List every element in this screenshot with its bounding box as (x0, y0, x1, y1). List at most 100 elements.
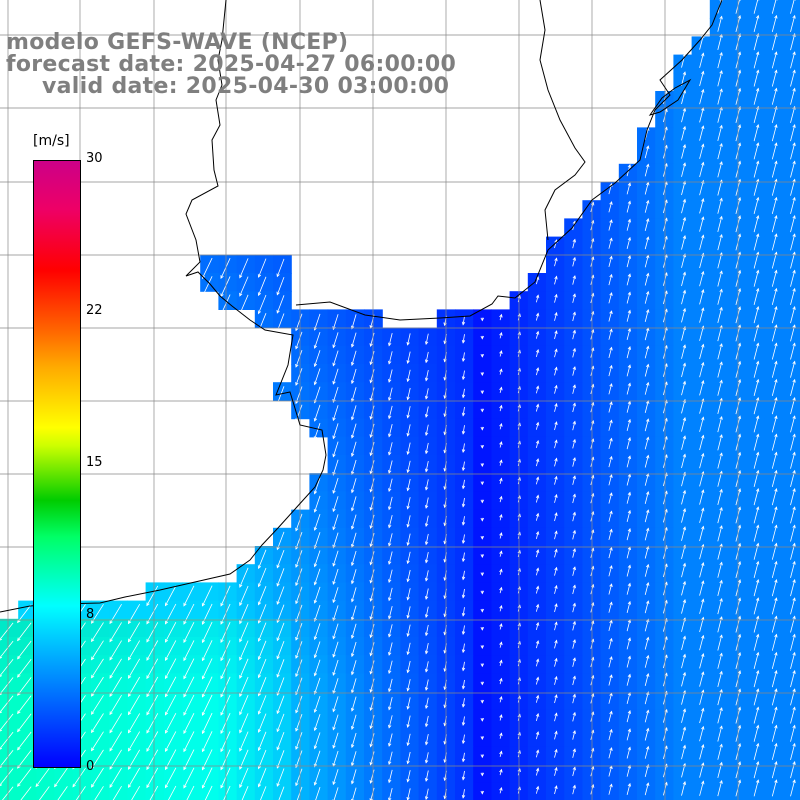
wind-arrow (644, 582, 649, 596)
wind-arrow-head (664, 490, 668, 495)
wind-arrow-head (313, 581, 318, 586)
wind-arrow-head (461, 540, 466, 544)
wind-arrow (425, 679, 429, 691)
wind-arrow (17, 695, 32, 714)
wind-cell (109, 764, 128, 784)
wind-arrow (626, 346, 631, 359)
wind-arrow (699, 562, 704, 578)
wind-arrow-head (645, 363, 650, 368)
wind-arrow (790, 707, 796, 724)
wind-arrow (536, 513, 539, 521)
wind-arrow-head (220, 693, 224, 698)
wind-arrow-head (406, 687, 410, 692)
wind-arrow-head (480, 408, 485, 413)
wind-cell (91, 655, 110, 674)
wind-arrow (572, 548, 576, 558)
wind-arrow-head (627, 255, 631, 259)
wind-arrow (771, 270, 777, 287)
wind-arrow (771, 233, 777, 251)
wind-arrow (790, 0, 795, 14)
wind-arrow-head (351, 362, 355, 366)
wind-arrow-head (388, 360, 392, 365)
wind-arrow-head (351, 562, 355, 567)
wind-arrow-head (682, 198, 687, 203)
wind-arrow (278, 786, 285, 800)
wind-arrow (407, 515, 411, 527)
wind-arrow-head (792, 742, 796, 747)
wind-arrow-head (572, 639, 576, 643)
wind-arrow (425, 515, 429, 527)
wind-arrow (91, 622, 104, 642)
wind-arrow-head (406, 669, 410, 674)
wind-arrow (644, 455, 649, 468)
wind-arrow (753, 470, 759, 488)
wind-cell (309, 400, 329, 420)
wind-arrow (681, 217, 686, 232)
wind-cell (145, 673, 165, 693)
wind-arrow-head (701, 216, 705, 221)
wind-arrow-head (313, 490, 318, 495)
wind-arrow-head (313, 363, 318, 368)
wind-arrow (608, 638, 612, 650)
wind-arrow (644, 691, 649, 705)
wind-arrow-head (535, 348, 540, 353)
wind-arrow (388, 715, 393, 728)
wind-arrow (681, 381, 686, 396)
wind-arrow-head (461, 321, 466, 326)
wind-arrow (644, 236, 649, 250)
wind-arrow-head (572, 748, 576, 753)
wind-arrow-head (774, 779, 778, 784)
wind-arrow (790, 616, 796, 633)
wind-arrow (295, 568, 303, 586)
wind-arrow-head (480, 354, 485, 358)
wind-arrow-head (756, 142, 760, 147)
wind-arrow (681, 636, 686, 651)
wind-arrow (699, 726, 704, 742)
wind-arrow (536, 458, 539, 467)
wind-arrow-head (388, 706, 392, 711)
wind-arrow (644, 364, 649, 377)
wind-arrow (0, 677, 14, 695)
wind-arrow-head (737, 360, 742, 365)
wind-arrow (462, 734, 465, 744)
wind-arrow (499, 314, 502, 321)
wind-arrow-head (332, 726, 336, 731)
wind-arrow-head (517, 331, 521, 336)
wind-arrow (332, 332, 339, 348)
wind-arrow-head (276, 400, 280, 405)
wind-arrow (536, 331, 539, 339)
wind-arrow (165, 585, 177, 606)
wind-arrow-head (627, 746, 631, 751)
wind-cell (127, 691, 147, 711)
wind-arrow (626, 419, 631, 432)
wind-arrow-head (499, 477, 503, 482)
wind-cell (109, 746, 128, 765)
wind-arrow (753, 725, 759, 742)
wind-arrow-head (461, 358, 466, 362)
wind-arrow (295, 641, 303, 659)
wind-arrow-head (351, 635, 355, 639)
wind-arrow-head (388, 415, 392, 420)
wind-arrow-head (627, 582, 631, 587)
wind-arrow (626, 273, 631, 286)
wind-arrow (17, 713, 32, 732)
wind-arrow (370, 769, 375, 784)
wind-arrow (91, 731, 104, 751)
wind-arrow-head (609, 237, 613, 242)
wind-arrow (790, 688, 796, 706)
wind-arrow (425, 406, 429, 418)
wind-arrow (771, 525, 777, 542)
wind-arrow-head (774, 761, 778, 765)
wind-arrow-head (146, 638, 150, 643)
wind-arrow-head (774, 488, 778, 492)
wind-arrow (554, 421, 557, 431)
wind-arrow-head (627, 710, 631, 714)
wind-arrow (128, 767, 141, 788)
wind-arrow (0, 750, 14, 768)
wind-arrow (407, 533, 411, 546)
wind-arrow (499, 460, 502, 466)
wind-arrow (314, 532, 321, 549)
wind-arrow (699, 289, 704, 305)
wind-arrow-head (295, 382, 299, 386)
wind-arrow-head (332, 653, 336, 658)
